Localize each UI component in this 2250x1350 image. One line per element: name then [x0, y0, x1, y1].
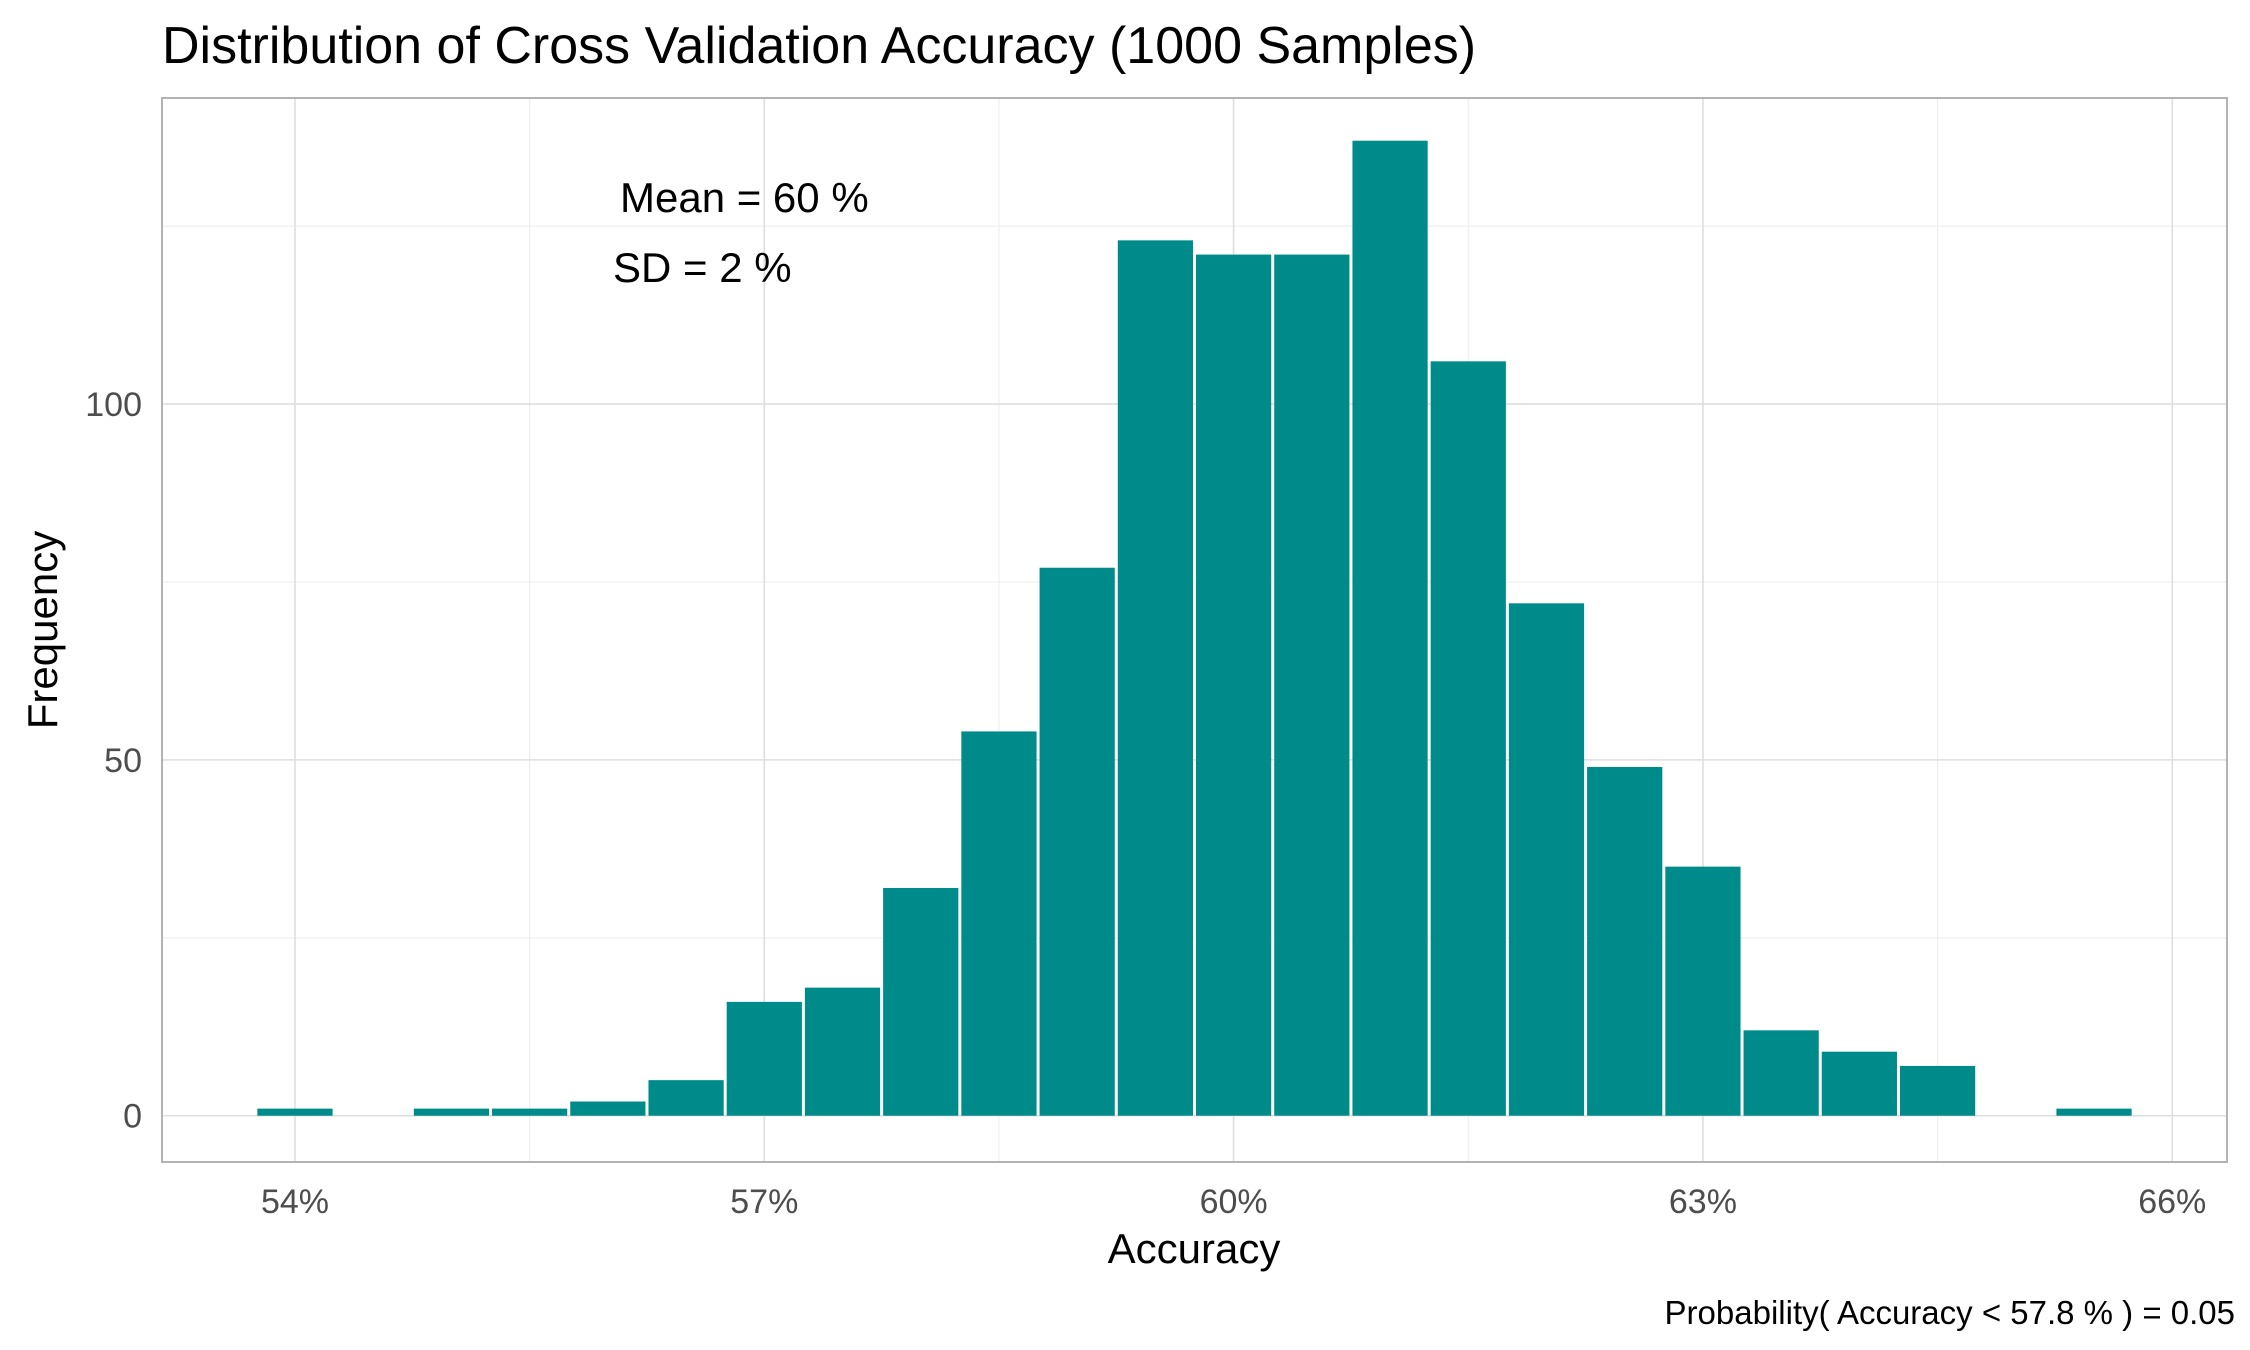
- histogram-bar: [648, 1080, 724, 1116]
- histogram-bar: [1821, 1051, 1897, 1116]
- histogram-bar: [1274, 254, 1350, 1116]
- histogram-bar: [1899, 1065, 1976, 1116]
- x-tick-label: 63%: [1669, 1183, 1737, 1221]
- histogram-bar: [1352, 140, 1428, 1116]
- y-axis-title: Frequency: [19, 531, 66, 729]
- x-tick-label: 57%: [730, 1183, 798, 1221]
- histogram-bar: [1196, 254, 1272, 1116]
- histogram-bar: [726, 1001, 802, 1116]
- bars-layer: [257, 140, 2132, 1116]
- histogram-bar: [2056, 1108, 2132, 1116]
- histogram-bar: [570, 1101, 646, 1116]
- histogram-bar: [961, 731, 1037, 1116]
- sd-annotation: SD = 2 %: [613, 244, 792, 291]
- y-tick-labels: 0 50 100: [85, 386, 142, 1136]
- histogram-bar: [257, 1108, 333, 1116]
- histogram-bar: [413, 1108, 490, 1116]
- histogram-bar: [1430, 361, 1506, 1116]
- x-tick-label: 60%: [1200, 1183, 1268, 1221]
- histogram-bar: [804, 987, 881, 1116]
- histogram-bar: [1117, 240, 1193, 1116]
- x-axis-title: Accuracy: [1108, 1225, 1281, 1272]
- probability-caption: Probability( Accuracy < 57.8 % ) = 0.05: [1665, 1294, 2235, 1331]
- histogram-bar: [883, 887, 959, 1116]
- y-tick-label: 0: [123, 1098, 142, 1136]
- mean-annotation: Mean = 60 %: [620, 174, 869, 221]
- histogram-bar: [1508, 603, 1585, 1116]
- panel-border: [161, 97, 2228, 1163]
- histogram-bar: [1743, 1030, 1819, 1116]
- y-tick-label: 100: [85, 386, 142, 424]
- annotation-layer: Mean = 60 % SD = 2 %: [613, 174, 869, 291]
- y-tick-label: 50: [104, 742, 142, 780]
- x-tick-labels: 54% 57% 60% 63% 66%: [261, 1183, 2206, 1221]
- x-tick-label: 54%: [261, 1183, 329, 1221]
- histogram-bar: [492, 1108, 568, 1116]
- histogram-bar: [1587, 767, 1663, 1116]
- x-tick-label: 66%: [2138, 1183, 2206, 1221]
- histogram-bar: [1665, 866, 1741, 1116]
- histogram-bar: [1039, 567, 1115, 1116]
- chart-title: Distribution of Cross Validation Accurac…: [162, 17, 1476, 75]
